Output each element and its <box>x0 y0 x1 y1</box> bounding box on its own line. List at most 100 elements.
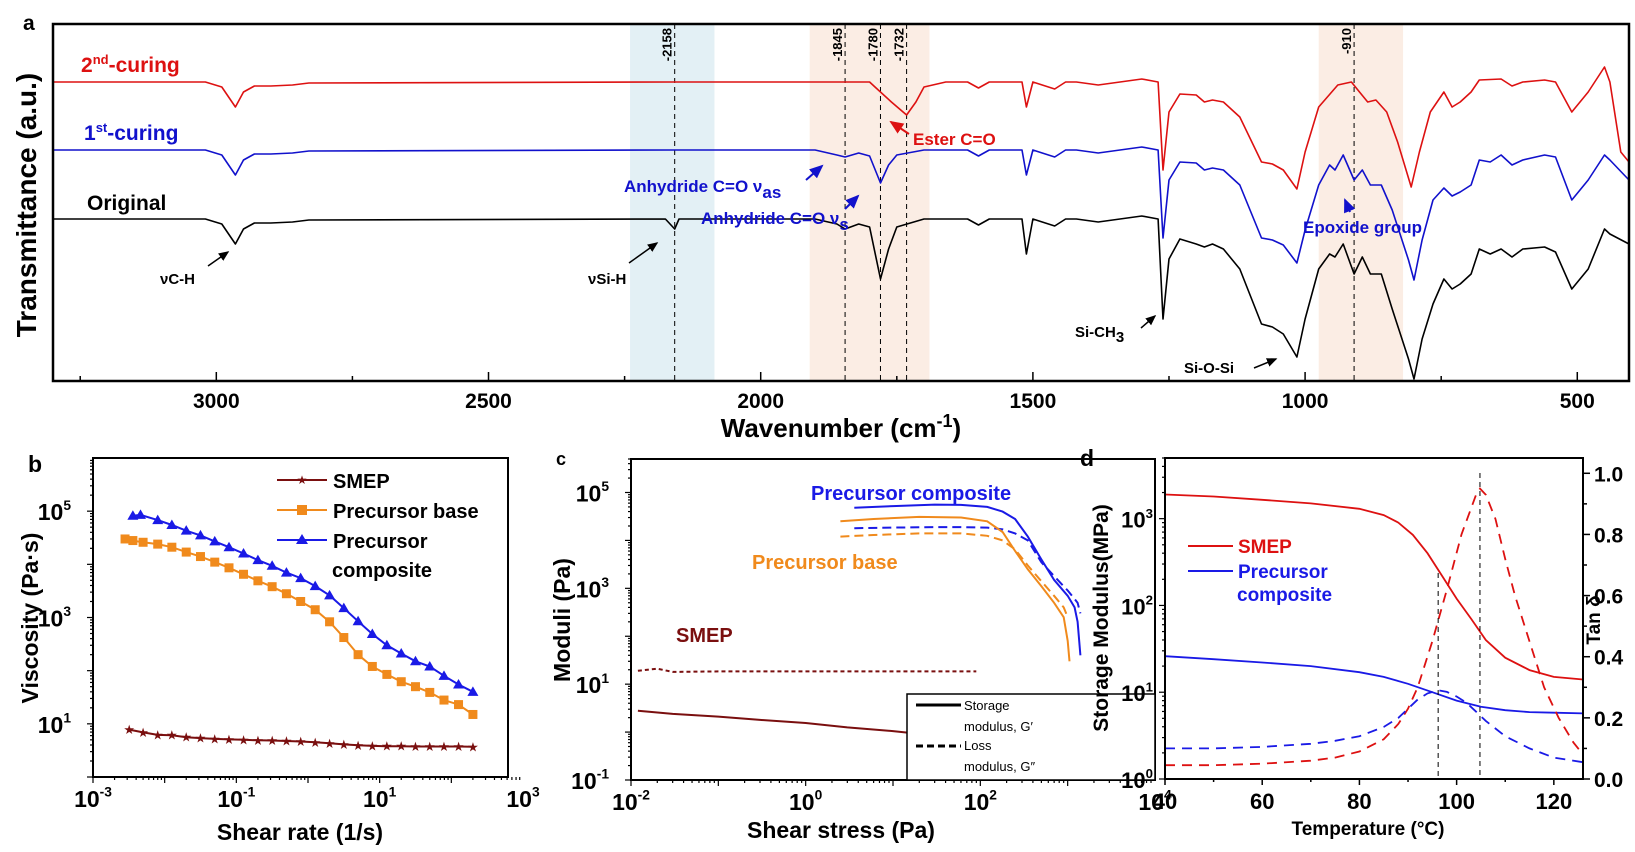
data-point-precursor-composite <box>180 525 192 535</box>
data-point-precursor-composite <box>453 678 465 689</box>
data-point-smep: ★ <box>252 733 264 748</box>
legend-loss-2: modulus, G″ <box>964 759 1035 774</box>
series-line-original <box>53 215 1630 380</box>
data-point-precursor-base <box>267 582 277 592</box>
data-point-smep: ★ <box>209 731 221 746</box>
reference-line-label: -910 <box>1339 28 1354 54</box>
data-point-precursor-base <box>181 547 191 557</box>
x-tick-label: 101 <box>363 785 397 812</box>
data-point-precursor-base <box>167 542 177 552</box>
data-point-precursor-composite <box>134 509 146 519</box>
y-tick-label: 102 <box>1121 593 1153 620</box>
y2-tick-label: 0.0 <box>1594 769 1623 792</box>
data-point-precursor-base <box>310 605 320 615</box>
highlight-band <box>809 24 930 381</box>
data-point-precursor-base <box>281 589 291 599</box>
y2-tick-label: 0.2 <box>1594 708 1623 731</box>
panel-label-d: d <box>1080 445 1094 471</box>
highlight-band <box>630 24 715 381</box>
data-point-precursor-composite <box>127 510 139 520</box>
data-point-precursor-composite <box>295 572 307 583</box>
legend-loss-1: Loss <box>964 738 992 753</box>
y-axis-label-d: Storage Modulus(MPa) <box>1090 504 1113 732</box>
data-point-precursor-base <box>425 687 435 697</box>
x-tick-label: 60 <box>1250 789 1274 814</box>
x-tick-label: 100 <box>789 788 823 815</box>
data-point-precursor-composite <box>467 686 479 696</box>
y-axis-label-b: Viscosity (Pa·s) <box>17 533 43 704</box>
x-tick-label: 100 <box>1438 789 1475 814</box>
series-line-precursor-composite-g- <box>854 503 1082 656</box>
legend-marker-triangle <box>296 534 308 544</box>
annotation-anhydride-s: Anhydride C=O νs <box>701 209 849 234</box>
annotation-vsih: νSi-H <box>588 271 626 288</box>
y-axis-label-a: Transmittance (a.u.) <box>11 73 42 338</box>
data-point-smep: ★ <box>395 739 407 754</box>
data-point-smep: ★ <box>453 739 465 754</box>
data-point-smep: ★ <box>381 739 393 754</box>
data-point-precursor-base <box>224 563 234 573</box>
series-text-precursor-base: Precursor base <box>752 552 898 574</box>
data-point-precursor-composite <box>309 580 321 591</box>
data-point-precursor-base <box>367 661 377 671</box>
arrow-sich3 <box>1140 315 1157 329</box>
data-point-smep: ★ <box>338 737 350 752</box>
highlight-band <box>1318 24 1404 381</box>
data-point-smep: ★ <box>295 734 307 749</box>
data-point-smep: ★ <box>123 722 135 737</box>
y-tick-label: 100 <box>1121 766 1153 793</box>
x-tick-label: 120 <box>1535 789 1572 814</box>
y-tick-label: 103 <box>1121 506 1153 533</box>
legend-label-precursor-d-1: Precursor <box>1238 562 1328 583</box>
y-tick-label: 101 <box>38 710 72 737</box>
data-point-precursor-base <box>439 695 449 705</box>
plot-frame-a <box>51 22 1631 383</box>
x-tick-label: 1000 <box>1282 390 1329 413</box>
data-point-precursor-base <box>382 669 392 679</box>
data-point-smep: ★ <box>152 727 164 742</box>
y-tick-label: 10-1 <box>571 767 609 794</box>
data-point-precursor-composite <box>166 519 178 529</box>
data-point-smep: ★ <box>309 735 321 750</box>
series-line-precursor-composite-tan-delta <box>1165 689 1584 764</box>
x-axis-label-b: Shear rate (1/s) <box>217 819 383 845</box>
legend-label-precursor-base: Precursor base <box>333 501 479 523</box>
data-point-precursor-composite <box>252 554 264 565</box>
series-line-smep <box>129 728 473 748</box>
arrow-siosi <box>1253 358 1278 369</box>
data-point-smep: ★ <box>410 739 422 754</box>
y-tick-label: 101 <box>576 671 610 698</box>
series-line-1st-curing <box>53 146 1630 281</box>
data-point-precursor-composite <box>223 541 235 552</box>
legend-label-precursor-composite-2: composite <box>332 560 432 582</box>
data-point-precursor-base <box>454 700 464 710</box>
data-point-precursor-base <box>353 650 363 660</box>
data-point-precursor-composite <box>338 602 350 613</box>
data-point-smep: ★ <box>166 728 178 743</box>
legend-storage-1: Storage <box>964 698 1010 713</box>
x-tick-label: 3000 <box>193 390 240 413</box>
data-point-precursor-base <box>296 596 306 606</box>
data-point-smep: ★ <box>438 739 450 754</box>
data-point-precursor-base <box>128 536 138 546</box>
data-point-precursor-base <box>138 537 148 547</box>
reference-line-label: -1732 <box>892 28 907 61</box>
x-tick-label: 1500 <box>1010 390 1057 413</box>
series-line-precursor-base-g- <box>840 532 1069 618</box>
panel-d: d 40 60 80 100 120 100 101 102 103 0.0 0.2 0.4 0.6 0.… <box>1080 445 1624 840</box>
reference-line-label: -1780 <box>865 28 880 61</box>
series-label-1st-curing: 1st-curing <box>84 120 178 145</box>
x-axis-label-d: Temperature (°C) <box>1292 819 1445 840</box>
data-point-precursor-composite <box>424 660 436 671</box>
data-point-precursor-base <box>339 633 349 643</box>
series-label-original: Original <box>87 192 166 215</box>
data-point-precursor-base <box>253 576 263 586</box>
panel-label-b: b <box>28 451 42 477</box>
annotation-anhydride-as: Anhydride C=O νas <box>624 177 781 202</box>
data-point-precursor-composite <box>209 535 221 546</box>
arrow-vch <box>207 251 230 267</box>
panel-c: c 10-2 100 102 104 10-1 101 103 105 Shear stres… <box>549 449 1172 843</box>
data-point-smep: ★ <box>367 738 379 753</box>
data-point-precursor-composite <box>409 655 421 666</box>
x-tick-label: 103 <box>506 785 540 812</box>
